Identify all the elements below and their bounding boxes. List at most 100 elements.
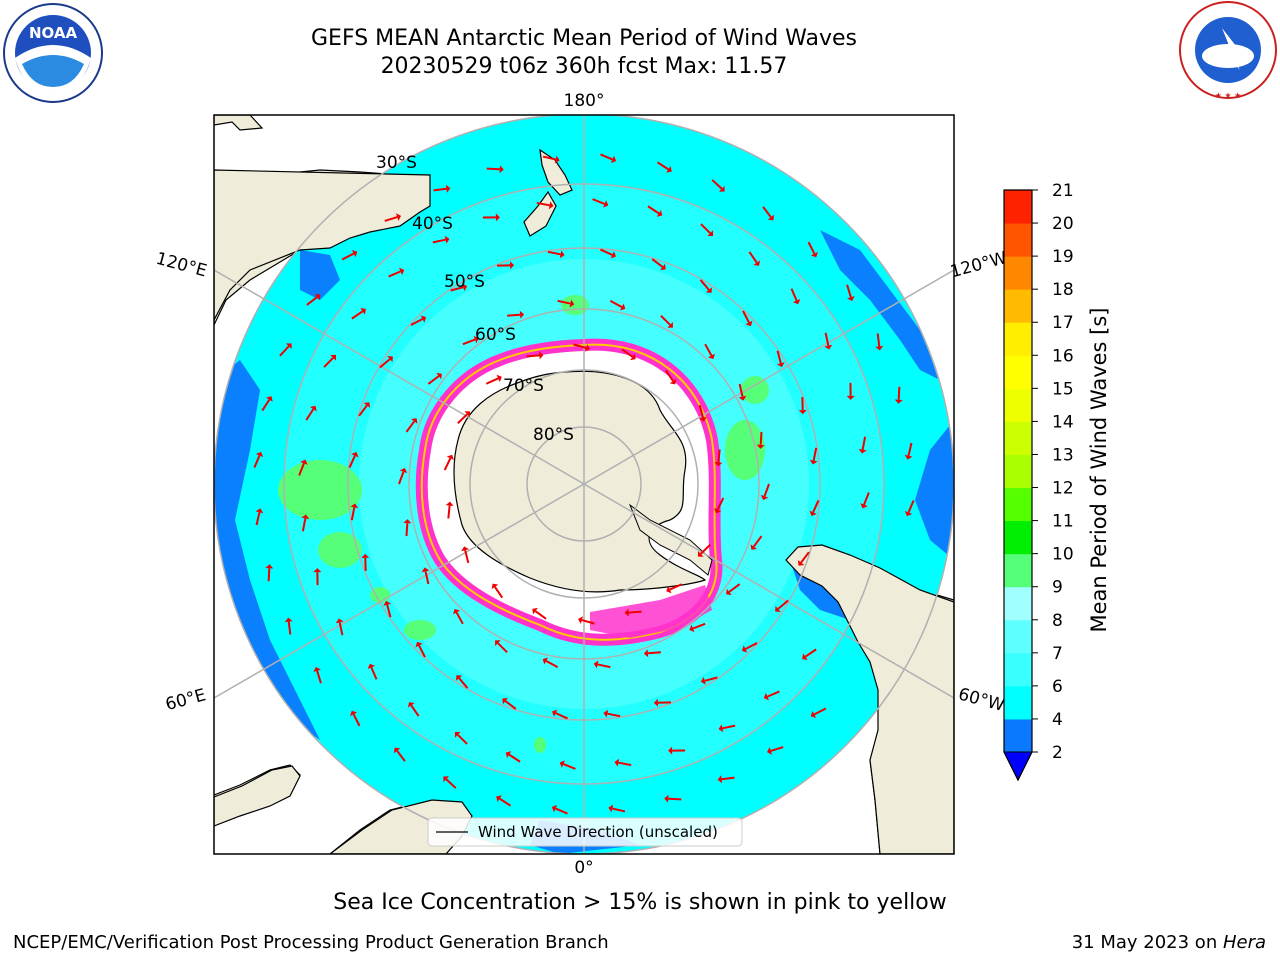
wave-arrow-shaft <box>664 369 674 382</box>
wave-arrow-head <box>569 299 575 308</box>
colorbar-segment <box>1004 289 1032 323</box>
wave-arrow-head <box>664 794 669 803</box>
wave-arrow-head <box>335 618 344 624</box>
wave-arrow-head <box>614 758 620 767</box>
wave-arrow-head <box>603 200 609 208</box>
wave-arrow-head <box>313 568 322 573</box>
wave-arrow-shaft <box>458 677 469 689</box>
wave-arrow-head <box>775 605 781 612</box>
wave-arrow-shaft <box>745 642 758 650</box>
wave-arrow-shaft <box>410 318 423 326</box>
wave-arrow-head <box>792 298 801 305</box>
wave-arrow-head <box>593 660 599 669</box>
wave-arrow-shaft <box>323 357 334 368</box>
wave-arrow-shaft <box>450 286 464 292</box>
wave-arrow-head <box>810 710 817 718</box>
wave-arrow-shaft <box>279 345 290 357</box>
wave-arrow-head <box>542 657 549 665</box>
wave-arrow-head <box>847 296 855 302</box>
wave-arrow-head <box>399 468 408 474</box>
wave-arrow-shaft <box>424 571 430 585</box>
wave-arrow-shaft <box>651 258 664 268</box>
wave-arrow-head <box>894 399 903 404</box>
wave-arrow-shaft <box>494 586 504 599</box>
footer-machine: Hera <box>1222 932 1266 953</box>
caption: Sea Ice Concentration > 15% is shown in … <box>333 890 947 915</box>
wave-arrow-head <box>904 454 913 460</box>
wave-arrow-shaft <box>253 455 261 468</box>
colorbar-tick-label: 10 <box>1052 545 1074 565</box>
wave-arrow-shaft <box>445 778 457 789</box>
wave-arrow-head <box>802 653 808 661</box>
colorbar-label: Mean Period of Wind Waves [s] <box>1087 308 1111 633</box>
wave-arrow-shaft <box>581 619 595 625</box>
wave-arrow-head <box>610 155 617 164</box>
wave-arrow-head <box>367 663 376 670</box>
wave-arrow-shaft <box>609 300 623 308</box>
wave-arrow-shaft <box>462 338 476 346</box>
wave-arrow-shaft <box>457 413 468 424</box>
wave-arrow-head <box>699 416 707 422</box>
wave-arrow-shaft <box>742 310 750 323</box>
wave-arrow-head <box>750 544 758 550</box>
colorbar-tick-label: 11 <box>1052 512 1074 532</box>
wave-arrow-shaft <box>717 449 721 463</box>
wave-arrow-head <box>502 697 508 705</box>
lon-label-180: 180° <box>564 91 605 111</box>
wave-arrow-shaft <box>388 270 401 278</box>
wave-arrow-head <box>858 448 867 454</box>
wave-arrow-shaft <box>647 205 660 215</box>
wave-arrow-shaft <box>464 549 470 564</box>
wave-arrow-head <box>301 514 310 520</box>
wave-arrow-shaft <box>507 313 521 317</box>
wave-arrow-shaft <box>348 455 356 468</box>
wave-arrow-head <box>578 616 584 624</box>
footer-date-text: 31 May 2023 on <box>1071 932 1223 953</box>
wave-arrow-head <box>753 260 761 266</box>
wave-arrow-shaft <box>379 358 391 369</box>
graticule <box>214 115 954 854</box>
noaa-logo-text: NOAA <box>29 24 78 42</box>
colorbar-border <box>1003 189 1033 782</box>
colorbar-tick-label: 16 <box>1052 346 1074 366</box>
wave-arrow-shaft <box>607 712 621 718</box>
colorbar-tick-label: 6 <box>1052 677 1063 697</box>
lat-label-60s: 60°S <box>475 325 516 345</box>
wave-arrow-shaft <box>592 198 605 205</box>
wave-arrow-shaft <box>499 797 512 807</box>
wave-arrow-head <box>496 795 502 803</box>
wave-arrow-shaft <box>396 750 406 762</box>
wave-arrow-shaft <box>405 523 409 537</box>
wave-arrow-shaft <box>432 238 446 244</box>
wave-arrow-shaft <box>497 642 508 653</box>
wave-arrow-head <box>443 776 449 783</box>
wave-arrow-head <box>697 550 704 557</box>
colorbar-tick-label: 20 <box>1052 214 1074 234</box>
wave-arrow-head <box>584 344 590 352</box>
wave-arrow-shaft <box>699 279 710 291</box>
wave-arrow-shaft <box>807 241 816 255</box>
colorbar-tick-label: 4 <box>1052 710 1063 730</box>
colorbar-tick-label: 13 <box>1052 445 1074 465</box>
map-frame <box>213 114 955 855</box>
wave-arrow-shaft <box>287 621 292 635</box>
wave-arrow-head <box>738 395 747 401</box>
wave-arrow-head <box>496 374 502 383</box>
wave-arrow-shaft <box>267 568 271 582</box>
wave-arrow-head <box>669 378 677 385</box>
wave-arrow-head <box>667 321 673 328</box>
colorbar-segment <box>1004 454 1032 489</box>
wave-arrow-head <box>445 184 451 193</box>
wave-arrow-head <box>797 560 805 566</box>
wave-arrow-shaft <box>722 724 736 730</box>
colorbar-tick-label: 14 <box>1052 412 1074 432</box>
wave-arrow-head <box>689 624 695 633</box>
wave-arrow-shaft <box>457 734 468 745</box>
colorbar: 2 4 6 7 8 9 10 11 12 13 14 15 16 17 18 19 20 21 <box>1003 181 1074 782</box>
wave-arrow-shaft <box>485 377 499 385</box>
wave-arrow-head <box>360 307 366 315</box>
lon-label-120w: 120°W <box>948 248 1009 282</box>
wave-arrow-head <box>718 724 724 733</box>
lat-label-30s: 30°S <box>376 153 417 173</box>
wave-arrow-head <box>824 344 833 350</box>
